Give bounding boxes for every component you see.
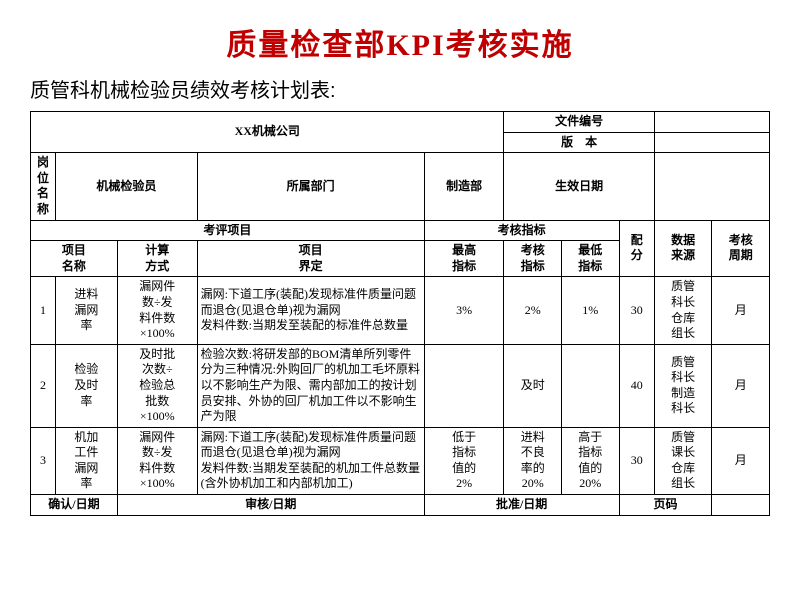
row-name: 机加工件漏网率 bbox=[56, 427, 118, 494]
column-group-row: 考评项目 考核指标 配分 数据来源 考核周期 bbox=[31, 220, 770, 241]
col-calc: 计算方式 bbox=[117, 241, 197, 277]
row-score: 30 bbox=[619, 427, 654, 494]
eval-metric-group: 考核指标 bbox=[424, 220, 619, 241]
position-value: 机械检验员 bbox=[56, 153, 198, 220]
dept-label: 所属部门 bbox=[197, 153, 424, 220]
footer-row: 确认/日期 审核/日期 批准/日期 页码 bbox=[31, 495, 770, 516]
row-min: 高于指标值的20% bbox=[562, 427, 620, 494]
col-max: 最高指标 bbox=[424, 241, 504, 277]
row-max: 3% bbox=[424, 277, 504, 344]
row-assess: 2% bbox=[504, 277, 562, 344]
row-max: 低于指标值的2% bbox=[424, 427, 504, 494]
row-assess: 及时 bbox=[504, 344, 562, 427]
footer-page: 页码 bbox=[619, 495, 712, 516]
doc-no-value bbox=[654, 112, 769, 133]
doc-no-label: 文件编号 bbox=[504, 112, 654, 133]
version-value bbox=[654, 132, 769, 153]
row-min: 1% bbox=[562, 277, 620, 344]
row-score: 40 bbox=[619, 344, 654, 427]
col-item-name: 项目名称 bbox=[31, 241, 118, 277]
row-score: 30 bbox=[619, 277, 654, 344]
row-name: 进料漏网率 bbox=[56, 277, 118, 344]
row-def: 漏网:下道工序(装配)发现标准件质量问题而退仓(见退仓单)视为漏网发料件数:当期… bbox=[197, 277, 424, 344]
row-source: 质管科长仓库组长 bbox=[654, 277, 712, 344]
col-assess: 考核指标 bbox=[504, 241, 562, 277]
kpi-table: XX机械公司 文件编号 版 本 岗位名称 机械检验员 所属部门 制造部 生效日期… bbox=[30, 111, 770, 516]
row-idx: 2 bbox=[31, 344, 56, 427]
table-row: 3 机加工件漏网率 漏网件数÷发料件数×100% 漏网:下道工序(装配)发现标准… bbox=[31, 427, 770, 494]
row-calc: 漏网件数÷发料件数×100% bbox=[117, 427, 197, 494]
footer-confirm: 确认/日期 bbox=[31, 495, 118, 516]
position-label: 岗位名称 bbox=[31, 153, 56, 220]
col-def: 项目界定 bbox=[197, 241, 424, 277]
col-source: 数据来源 bbox=[654, 220, 712, 277]
col-cycle: 考核周期 bbox=[712, 220, 770, 277]
row-assess: 进料不良率的20% bbox=[504, 427, 562, 494]
table-row: 1 进料漏网率 漏网件数÷发料件数×100% 漏网:下道工序(装配)发现标准件质… bbox=[31, 277, 770, 344]
col-min: 最低指标 bbox=[562, 241, 620, 277]
header-row-3: 岗位名称 机械检验员 所属部门 制造部 生效日期 bbox=[31, 153, 770, 220]
footer-approve: 批准/日期 bbox=[424, 495, 619, 516]
effective-value bbox=[654, 153, 769, 220]
row-min bbox=[562, 344, 620, 427]
footer-review: 审核/日期 bbox=[117, 495, 424, 516]
table-row: 2 检验及时率 及时批次数÷检验总批数×100% 检验次数:将研发部的BOM清单… bbox=[31, 344, 770, 427]
row-name: 检验及时率 bbox=[56, 344, 118, 427]
row-cycle: 月 bbox=[712, 427, 770, 494]
version-label: 版 本 bbox=[504, 132, 654, 153]
footer-page-value bbox=[712, 495, 770, 516]
row-cycle: 月 bbox=[712, 277, 770, 344]
row-calc: 漏网件数÷发料件数×100% bbox=[117, 277, 197, 344]
row-source: 质管课长仓库组长 bbox=[654, 427, 712, 494]
header-row-1: XX机械公司 文件编号 bbox=[31, 112, 770, 133]
page-title: 质量检查部KPI考核实施 bbox=[30, 20, 770, 64]
row-cycle: 月 bbox=[712, 344, 770, 427]
row-idx: 1 bbox=[31, 277, 56, 344]
row-calc: 及时批次数÷检验总批数×100% bbox=[117, 344, 197, 427]
company-cell: XX机械公司 bbox=[31, 112, 504, 153]
row-idx: 3 bbox=[31, 427, 56, 494]
dept-value: 制造部 bbox=[424, 153, 504, 220]
eval-item-group: 考评项目 bbox=[31, 220, 425, 241]
row-def: 检验次数:将研发部的BOM清单所列零件分为三种情况:外购回厂的机加工毛坏原料以不… bbox=[197, 344, 424, 427]
col-score: 配分 bbox=[619, 220, 654, 277]
page-subtitle: 质管科机械检验员绩效考核计划表: bbox=[30, 74, 770, 103]
row-max bbox=[424, 344, 504, 427]
row-source: 质管科长制造科长 bbox=[654, 344, 712, 427]
effective-label: 生效日期 bbox=[504, 153, 654, 220]
row-def: 漏网:下道工序(装配)发现标准件质量问题而退仓(见退仓单)视为漏网发料件数:当期… bbox=[197, 427, 424, 494]
